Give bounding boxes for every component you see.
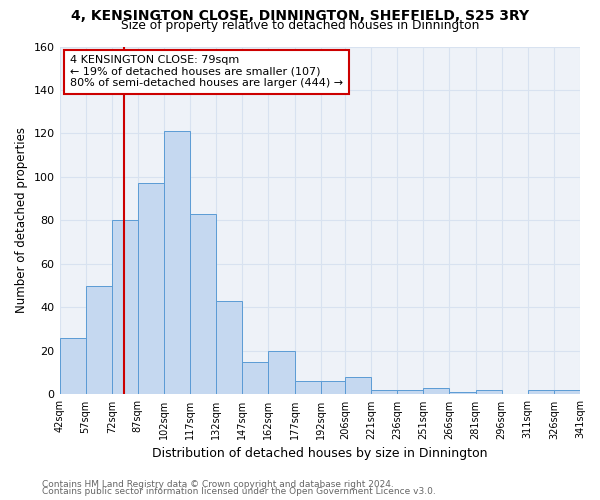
Bar <box>476 390 502 394</box>
Bar <box>138 184 164 394</box>
Bar <box>397 390 424 394</box>
Bar <box>320 382 345 394</box>
Bar <box>371 390 397 394</box>
Y-axis label: Number of detached properties: Number of detached properties <box>15 128 28 314</box>
Bar <box>528 390 554 394</box>
Text: Contains HM Land Registry data © Crown copyright and database right 2024.: Contains HM Land Registry data © Crown c… <box>42 480 394 489</box>
Bar <box>295 382 320 394</box>
Bar <box>554 390 580 394</box>
Bar <box>424 388 449 394</box>
Bar <box>268 351 295 395</box>
Bar <box>86 286 112 395</box>
Text: 4 KENSINGTON CLOSE: 79sqm
← 19% of detached houses are smaller (107)
80% of semi: 4 KENSINGTON CLOSE: 79sqm ← 19% of detac… <box>70 55 343 88</box>
Text: Contains public sector information licensed under the Open Government Licence v3: Contains public sector information licen… <box>42 487 436 496</box>
Text: 4, KENSINGTON CLOSE, DINNINGTON, SHEFFIELD, S25 3RY: 4, KENSINGTON CLOSE, DINNINGTON, SHEFFIE… <box>71 9 529 23</box>
Bar <box>449 392 476 394</box>
X-axis label: Distribution of detached houses by size in Dinnington: Distribution of detached houses by size … <box>152 447 488 460</box>
Bar <box>164 132 190 394</box>
Text: Size of property relative to detached houses in Dinnington: Size of property relative to detached ho… <box>121 18 479 32</box>
Bar <box>190 214 216 394</box>
Bar <box>242 362 268 394</box>
Bar <box>59 338 86 394</box>
Bar <box>112 220 138 394</box>
Bar <box>216 301 242 394</box>
Bar <box>345 377 371 394</box>
